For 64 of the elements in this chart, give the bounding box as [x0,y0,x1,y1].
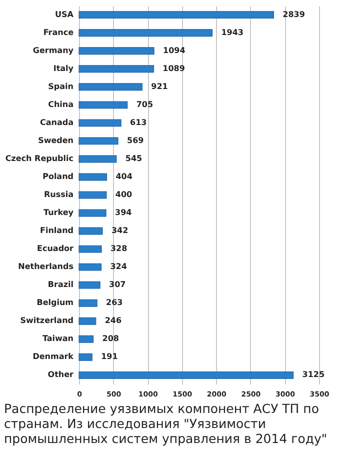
data-label: 613 [130,118,147,127]
bar [78,83,142,91]
bar [78,137,118,145]
bar [78,245,102,253]
data-label: 3125 [302,370,325,380]
bar [78,11,274,19]
data-label: 342 [111,226,128,236]
data-label: 569 [127,136,144,145]
data-label: 246 [104,316,122,326]
bar [78,281,100,289]
data-label: 1089 [162,64,186,73]
y-tick-label: China [48,100,74,109]
text: Распределение уязвимых компонент АСУ ТП по странам. Из исследования "Уязвимости промышленных систем управления в 2014 году" [4,401,328,446]
y-tick-label: Taiwan [42,334,74,344]
bar [78,29,213,37]
bar [78,101,128,109]
data-label: 324 [110,262,128,272]
data-label: 263 [106,298,123,308]
data-label: 404 [116,172,133,181]
y-tick-label: Spain [48,82,74,91]
bar [78,119,122,127]
data-label: 921 [151,82,168,91]
y-tick-label: Sweden [38,136,74,145]
bar [78,371,294,379]
y-tick-label: USA [55,10,74,19]
y-tick-label: Poland [42,172,74,181]
bar [78,299,98,307]
bar [78,47,154,55]
data-label: 400 [115,190,133,199]
bar [78,209,106,217]
data-label: 394 [115,208,132,218]
data-label: 208 [102,334,120,344]
bar [78,317,96,325]
y-tick-label: Turkey [44,208,74,218]
y-tick-label: Russia [44,190,74,199]
bar [78,173,108,181]
data-label: 1943 [221,28,244,37]
bar [78,263,102,271]
data-label: 328 [110,244,128,254]
bar [78,155,117,163]
y-tick-label: Czech Republic [5,154,74,163]
y-tick-label: Ecuador [37,244,74,254]
bar [78,335,94,343]
data-label: 1094 [163,46,186,55]
y-tick-label: France [43,28,74,37]
y-tick-label: Netherlands [18,262,74,272]
y-tick-label: Other [48,370,74,380]
bar [78,65,154,73]
y-tick-label: Brazil [48,280,74,290]
data-label: 705 [136,100,154,109]
data-label: 191 [101,352,118,362]
y-tick-label: Belgium [36,298,74,308]
y-tick-label: Denmark [32,352,74,362]
y-tick-label: Italy [53,64,74,73]
data-label: 307 [109,280,126,290]
bar [78,353,92,361]
data-label: 545 [125,154,143,163]
bar [78,191,107,199]
y-tick-label: Switzerland [20,316,74,326]
y-tick-label: Germany [32,46,74,55]
data-label: 2839 [282,10,306,19]
y-tick-label: Canada [40,118,74,127]
y-tick-label: Finland [40,226,74,236]
bar [78,227,103,235]
